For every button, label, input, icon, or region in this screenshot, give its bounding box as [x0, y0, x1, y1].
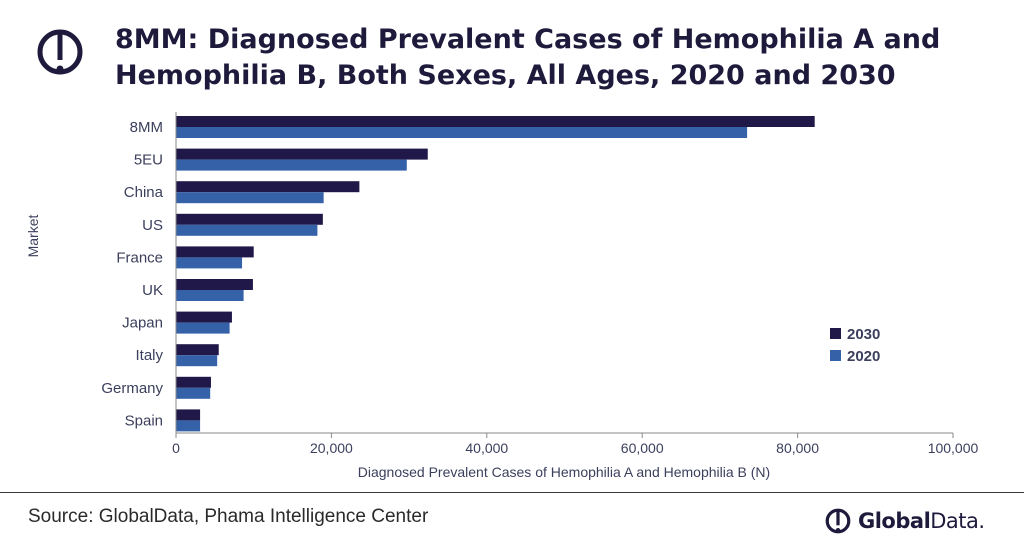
category-label-japan: Japan [122, 315, 163, 332]
bar-8mm-2030 [176, 116, 815, 127]
bar-group [176, 116, 815, 432]
bar-5eu-2020 [176, 159, 407, 171]
bar-uk-2020 [176, 290, 244, 301]
chart-title-line-1: 8MM: Diagnosed Prevalent Cases of Hemoph… [115, 24, 941, 55]
brand-name: GlobalData. [858, 509, 985, 533]
bar-china-2030 [176, 181, 360, 193]
legend-swatch-2020 [830, 350, 841, 361]
brand-logo: GlobalData. [824, 504, 985, 538]
bar-spain-2020 [176, 420, 201, 432]
x-axis-title: Diagnosed Prevalent Cases of Hemophilia … [358, 464, 770, 480]
x-tick-label: 60,000 [621, 440, 664, 456]
legend: 2030 2020 [830, 326, 880, 365]
chart-title: 8MM: Diagnosed Prevalent Cases of Hemoph… [115, 22, 975, 94]
x-tick-label: 100,000 [928, 440, 979, 456]
bar-5eu-2030 [176, 148, 428, 160]
x-axis-ticks: 0 20,000 40,000 60,000 80,000 100,000 [172, 433, 979, 456]
bar-germany-2020 [176, 387, 211, 399]
x-tick-label: 0 [172, 440, 180, 456]
bar-chart: 8MM 5EU China US France UK Japan Italy Germany Sp… [25, 112, 979, 480]
category-label-china: China [124, 184, 164, 201]
category-label-8mm: 8MM [130, 119, 163, 136]
category-label-5eu: 5EU [134, 152, 163, 169]
bar-us-2020 [176, 224, 318, 236]
bar-france-2030 [176, 246, 254, 258]
x-tick-label: 40,000 [465, 440, 508, 456]
x-tick-label: 80,000 [776, 440, 819, 456]
bar-japan-2030 [176, 311, 232, 323]
bar-germany-2030 [176, 376, 211, 388]
legend-swatch-2030 [830, 328, 841, 339]
bar-japan-2020 [176, 322, 230, 334]
globaldata-logo-icon [37, 29, 83, 75]
y-axis-title: Market [25, 215, 41, 258]
category-label-spain: Spain [125, 412, 163, 429]
category-label-germany: Germany [101, 380, 163, 397]
bar-italy-2020 [176, 355, 218, 367]
bar-italy-2030 [176, 344, 219, 356]
category-label-us: US [142, 217, 163, 234]
brand-name-rest: Data. [930, 509, 985, 533]
bar-uk-2030 [176, 279, 253, 290]
category-label-france: France [116, 249, 163, 266]
bar-china-2020 [176, 192, 324, 204]
bar-spain-2030 [176, 409, 201, 421]
source-note: Source: GlobalData, Phama Intelligence C… [28, 506, 429, 527]
legend-label-2030: 2030 [847, 326, 880, 343]
category-label-uk: UK [142, 282, 163, 299]
x-tick-label: 20,000 [310, 440, 353, 456]
brand-logo-icon [825, 508, 851, 534]
category-labels: 8MM 5EU China US France UK Japan Italy Germany Sp… [101, 119, 163, 429]
bar-8mm-2020 [176, 127, 748, 138]
bar-france-2020 [176, 257, 243, 269]
category-label-italy: Italy [135, 347, 163, 364]
brand-name-bold: Global [858, 509, 931, 533]
footer-divider [0, 492, 1024, 493]
legend-label-2020: 2020 [847, 348, 880, 365]
chart-title-line-2: Hemophilia B, Both Sexes, All Ages, 2020… [115, 60, 896, 91]
bar-us-2030 [176, 213, 323, 225]
